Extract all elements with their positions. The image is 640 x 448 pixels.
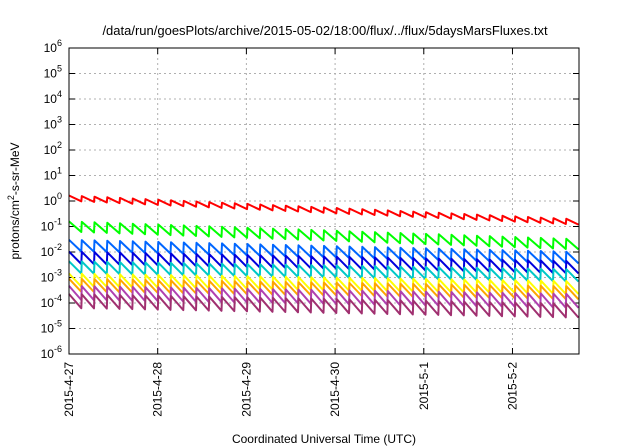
y-tick-exponent: 4 xyxy=(57,89,62,99)
x-tick-label: 2015-4-30 xyxy=(328,362,342,417)
series-line xyxy=(68,293,580,319)
y-tick-label: 102 xyxy=(44,140,62,157)
y-tick-base: 10 xyxy=(44,143,58,157)
y-tick-label: 10-1 xyxy=(41,217,62,234)
x-tick-label: 2015-4-28 xyxy=(151,362,165,417)
y-tick-base: 10 xyxy=(41,245,55,259)
y-tick-labels: 10-610-510-410-310-210-11001011021031041… xyxy=(41,38,62,361)
y-tick-base: 10 xyxy=(41,271,55,285)
y-tick-base: 10 xyxy=(41,347,55,361)
y-tick-exponent: 6 xyxy=(57,38,62,48)
y-tick-label: 10-6 xyxy=(41,344,62,361)
y-tick-base: 10 xyxy=(44,169,58,183)
y-tick-exponent: -3 xyxy=(54,268,62,278)
y-tick-label: 10-2 xyxy=(41,242,62,259)
x-tick-label: 2015-4-29 xyxy=(239,362,253,417)
y-tick-base: 10 xyxy=(41,296,55,310)
y-tick-label: 103 xyxy=(44,115,62,132)
y-tick-exponent: 5 xyxy=(57,64,62,74)
y-tick-base: 10 xyxy=(44,118,58,132)
series-line xyxy=(68,260,580,283)
y-tick-label: 101 xyxy=(44,166,62,183)
y-tick-base: 10 xyxy=(44,194,58,208)
y-tick-exponent: -5 xyxy=(54,319,62,329)
y-tick-exponent: 3 xyxy=(57,115,62,125)
y-tick-label: 105 xyxy=(44,64,62,81)
y-tick-base: 10 xyxy=(44,92,58,106)
y-tick-label: 100 xyxy=(44,191,62,208)
x-tick-label: 2015-5-2 xyxy=(505,362,519,410)
x-tick-label: 2015-5-1 xyxy=(417,362,431,410)
y-tick-exponent: -6 xyxy=(54,344,62,354)
y-tick-label: 10-4 xyxy=(41,293,62,310)
y-tick-exponent: -4 xyxy=(54,293,62,303)
x-axis-label: Coordinated Universal Time (UTC) xyxy=(232,432,416,446)
y-axis-label: protons/cm2-s-sr-MeV xyxy=(6,142,22,259)
y-axis-label-superscript: 2 xyxy=(6,195,16,200)
x-tick-label: 2015-4-27 xyxy=(62,362,76,417)
y-tick-exponent: -2 xyxy=(54,242,62,252)
series-group xyxy=(68,194,580,319)
series-line xyxy=(68,220,580,251)
y-tick-base: 10 xyxy=(41,322,55,336)
y-axis-label-rest: -s-sr-MeV xyxy=(8,142,22,195)
x-tick-labels: 2015-4-27 2015-4-28 2015-4-29 2015-4-30 2015… xyxy=(62,362,519,417)
y-tick-exponent: 1 xyxy=(57,166,62,176)
y-tick-exponent: -1 xyxy=(54,217,62,227)
series-line xyxy=(68,194,579,226)
y-tick-base: 10 xyxy=(41,220,55,234)
y-tick-base: 10 xyxy=(44,41,58,55)
y-axis-label-main: protons/cm xyxy=(8,200,22,259)
plot-frame xyxy=(68,47,580,355)
y-tick-label: 104 xyxy=(44,89,62,106)
y-tick-base: 10 xyxy=(44,67,58,81)
y-tick-label: 106 xyxy=(44,38,62,55)
chart-title: /data/run/goesPlots/archive/2015-05-02/1… xyxy=(102,23,548,38)
y-tick-exponent: 2 xyxy=(57,140,62,150)
y-tick-label: 10-3 xyxy=(41,268,62,285)
series-line xyxy=(68,239,580,265)
y-tick-exponent: 0 xyxy=(57,191,62,201)
y-tick-label: 10-5 xyxy=(41,319,62,336)
